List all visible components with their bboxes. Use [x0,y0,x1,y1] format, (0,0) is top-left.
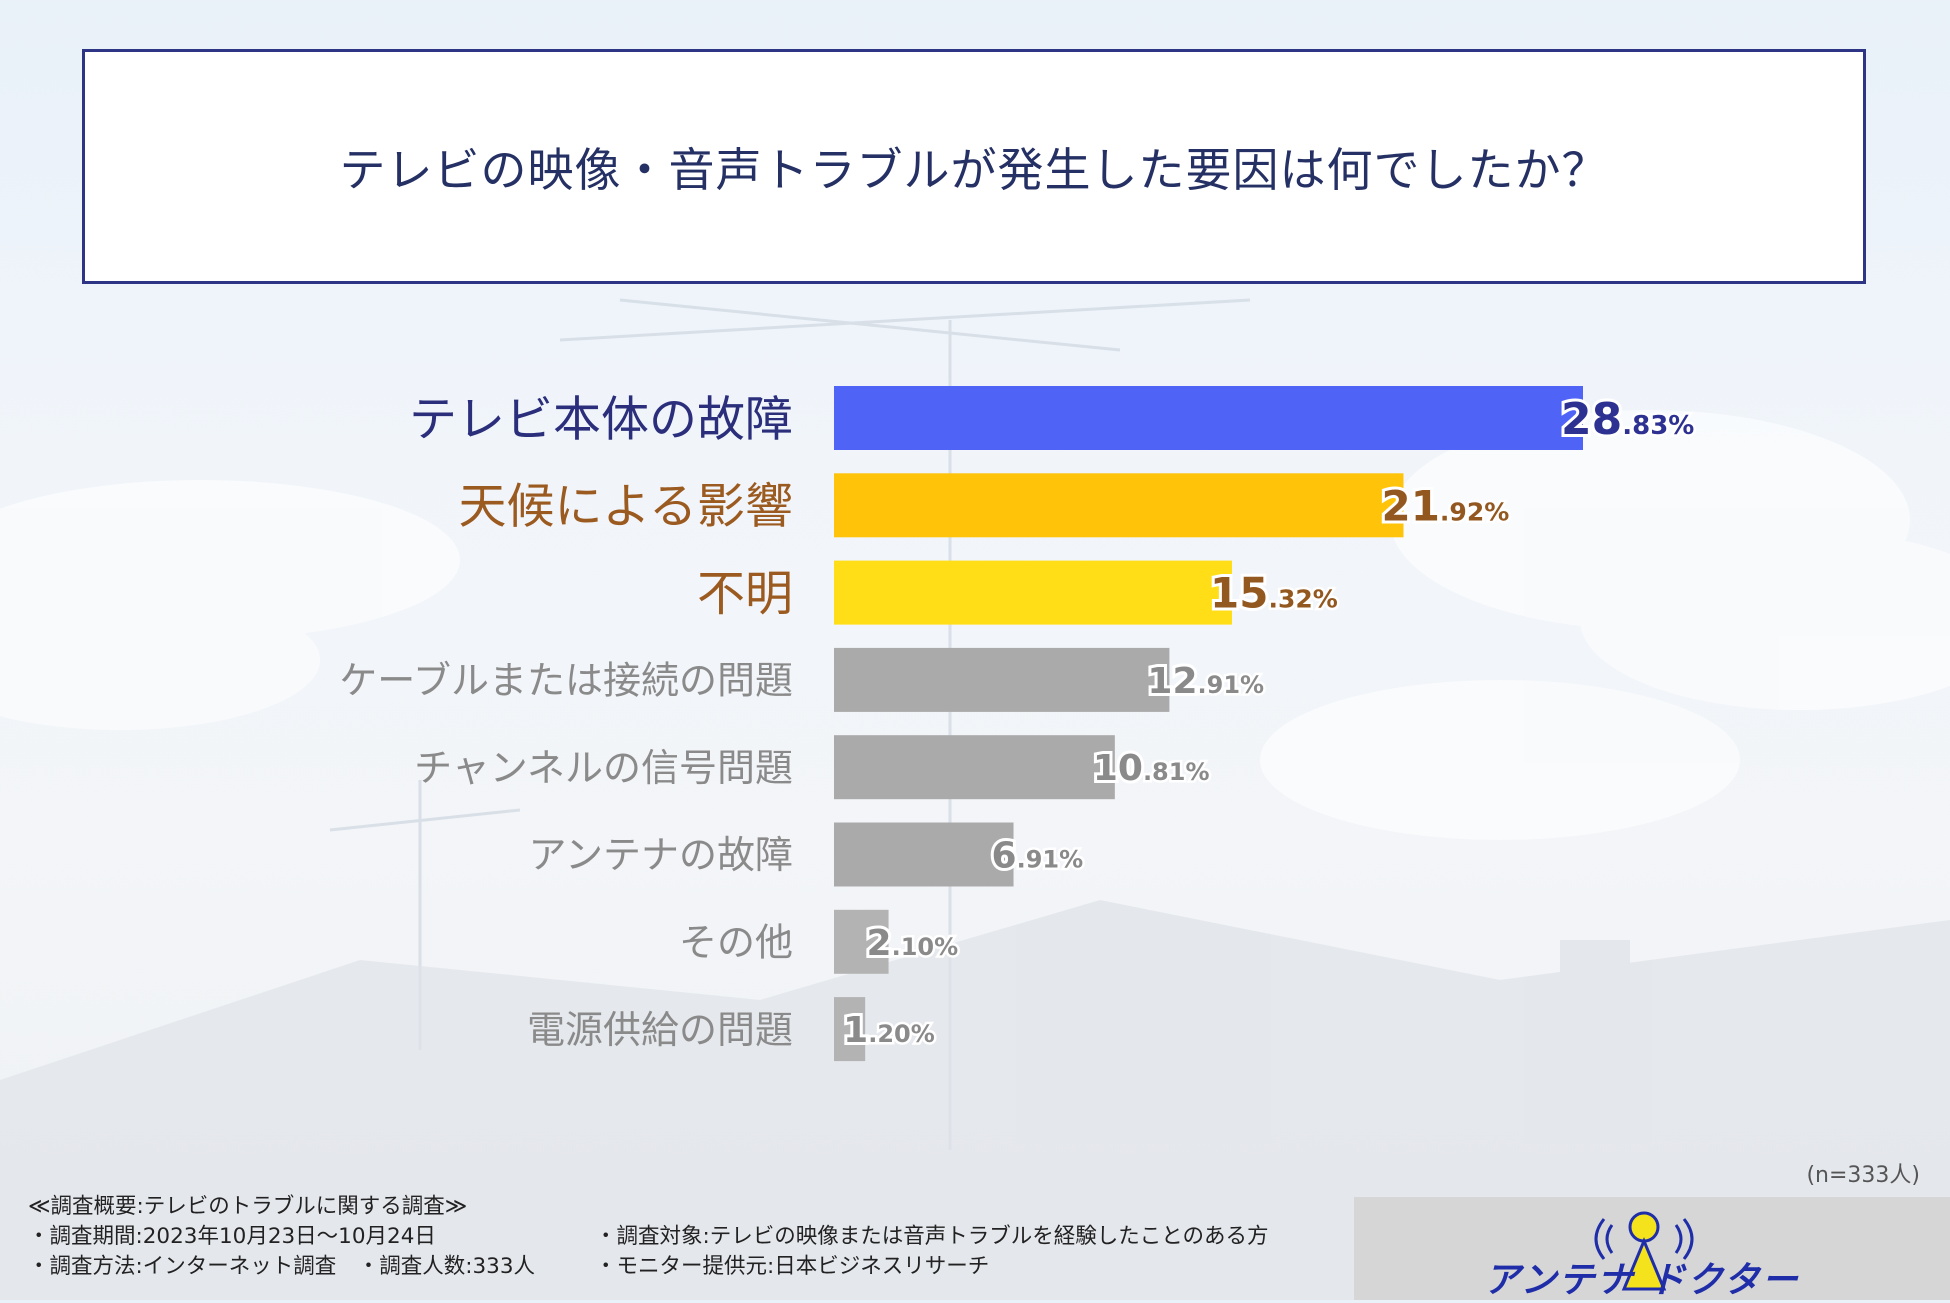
value-label-8: 1.20% [843,1010,935,1051]
sample-size-note: (n=333人) [1806,1163,1920,1188]
title-box: テレビの映像・音声トラブルが発生した要因は何でしたか？ [82,49,1866,284]
category-label-1: テレビ本体の故障 [409,391,793,447]
value-label-7: 2.10% [867,923,959,964]
category-label-2: 天候による影響 [458,479,793,535]
bar-7 [834,909,889,974]
category-label-8: 電源供給の問題 [527,1008,793,1052]
antenna-mascot-icon [1594,1211,1694,1291]
value-label-5: 10.81% [1093,748,1210,789]
bar-1 [834,386,1583,450]
survey-period: ・調査期間:2023年10月23日〜10月24日 [28,1224,436,1249]
category-label-4: ケーブルまたは接続の問題 [339,659,793,703]
survey-overview: ≪調査概要:テレビのトラブルに関する調査≫ ・調査期間:2023年10月23日〜… [28,1192,535,1282]
category-label-6: アンテナの故障 [529,833,793,877]
brand-logo: アンテナ ドクター [1354,1197,1950,1301]
bar-8 [834,997,866,1062]
value-label-4: 12.91% [1147,661,1264,702]
bar-3 [834,560,1233,625]
logo-text: アンテナ ドクター [1484,1260,1800,1301]
value-label-1: 28.83% [1561,394,1694,445]
chart-title: テレビの映像・音声トラブルが発生した要因は何でしたか？ [339,142,1609,197]
bar-6 [834,822,1014,887]
survey-overview-right: ・調査対象:テレビの映像または音声トラブルを経験したことのある方 ・モニター提供… [595,1222,1269,1282]
bar-4 [834,647,1170,712]
bar-2 [834,473,1404,538]
category-label-3: 不明 [697,566,793,622]
bar-5 [834,735,1115,800]
category-label-5: チャンネルの信号問題 [414,746,793,790]
survey-target: ・調査対象:テレビの映像または音声トラブルを経験したことのある方 [595,1224,1269,1249]
category-label-7: その他 [679,920,793,964]
value-label-2: 21.92% [1381,481,1509,530]
survey-provider: ・モニター提供元:日本ビジネスリサーチ [595,1254,990,1279]
value-label-6: 6.91% [992,835,1084,876]
survey-method: ・調査方法:インターネット調査 ・調査人数:333人 [28,1254,536,1279]
survey-heading: ≪調査概要:テレビのトラブルに関する調査≫ [28,1194,468,1219]
value-label-3: 15.32% [1210,569,1338,618]
